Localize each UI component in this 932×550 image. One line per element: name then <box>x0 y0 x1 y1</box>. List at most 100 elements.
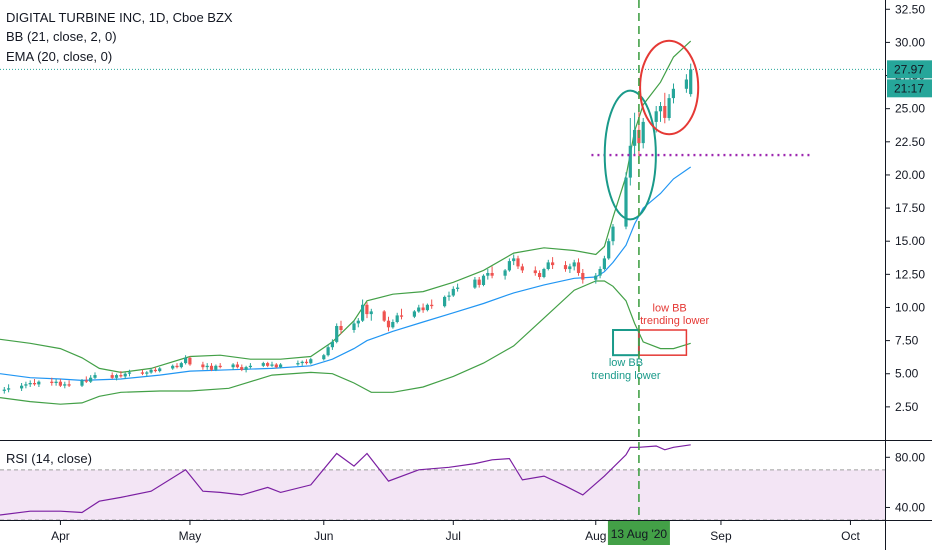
candle[interactable] <box>516 255 520 269</box>
candle[interactable] <box>80 379 84 387</box>
candle[interactable] <box>240 364 244 372</box>
candle[interactable] <box>261 361 265 368</box>
candle[interactable] <box>218 363 222 369</box>
candle[interactable] <box>89 375 93 383</box>
candle[interactable] <box>110 372 114 379</box>
candle[interactable] <box>296 360 300 366</box>
candle[interactable] <box>274 363 278 369</box>
candle[interactable] <box>119 371 123 378</box>
candle[interactable] <box>568 263 572 273</box>
candle[interactable] <box>37 380 41 387</box>
candle[interactable] <box>149 368 153 374</box>
candle[interactable] <box>641 118 645 149</box>
candle[interactable] <box>503 269 507 280</box>
candle[interactable] <box>421 303 425 313</box>
candle[interactable] <box>572 259 576 271</box>
candle[interactable] <box>542 267 546 279</box>
candle[interactable] <box>2 387 6 394</box>
candle[interactable] <box>473 277 477 289</box>
candle[interactable] <box>84 376 88 383</box>
candle[interactable] <box>477 277 481 288</box>
candle[interactable] <box>551 257 555 269</box>
candle[interactable] <box>447 291 451 301</box>
candle[interactable] <box>361 299 365 323</box>
rsi-legend[interactable]: RSI (14, close) <box>6 451 92 466</box>
candle[interactable] <box>598 266 602 279</box>
candle[interactable] <box>624 172 628 230</box>
candle[interactable] <box>304 359 309 365</box>
bb-legend[interactable]: BB (21, close, 2, 0) <box>6 29 117 44</box>
candle[interactable] <box>671 83 675 104</box>
candle[interactable] <box>309 357 313 365</box>
candle[interactable] <box>114 373 119 381</box>
candle[interactable] <box>594 273 598 284</box>
candle[interactable] <box>20 383 24 391</box>
candle[interactable] <box>58 379 62 387</box>
candle[interactable] <box>50 377 54 386</box>
candle[interactable] <box>667 94 671 121</box>
candle[interactable] <box>417 304 421 313</box>
candle[interactable] <box>123 372 127 379</box>
candle[interactable] <box>386 316 391 332</box>
candle[interactable] <box>611 224 615 246</box>
candle[interactable] <box>279 363 283 369</box>
candle[interactable] <box>412 310 416 319</box>
candle[interactable] <box>443 295 447 308</box>
candle[interactable] <box>356 318 360 328</box>
candle[interactable] <box>330 339 334 350</box>
candle[interactable] <box>158 367 162 373</box>
candle[interactable] <box>425 303 429 312</box>
candle[interactable] <box>205 363 209 370</box>
candle[interactable] <box>175 363 179 369</box>
candle[interactable] <box>54 379 58 386</box>
candle[interactable] <box>145 371 149 377</box>
candle[interactable] <box>184 355 188 365</box>
candle[interactable] <box>633 112 637 156</box>
candle[interactable] <box>188 356 192 366</box>
candle[interactable] <box>663 92 667 124</box>
candle[interactable] <box>326 344 330 357</box>
candle[interactable] <box>607 238 611 260</box>
candle[interactable] <box>32 379 37 386</box>
candle[interactable] <box>24 381 28 389</box>
candle[interactable] <box>456 283 460 292</box>
candle[interactable] <box>322 353 326 361</box>
candle[interactable] <box>382 310 386 322</box>
candle[interactable] <box>563 261 568 272</box>
candle[interactable] <box>67 380 71 387</box>
candle[interactable] <box>93 372 97 379</box>
candle[interactable] <box>391 319 395 329</box>
candle[interactable] <box>546 259 550 271</box>
candle[interactable] <box>209 363 214 372</box>
candle[interactable] <box>300 360 304 366</box>
candle[interactable] <box>576 258 581 276</box>
candle[interactable] <box>63 381 67 389</box>
candle[interactable] <box>352 320 356 333</box>
candle[interactable] <box>490 266 494 279</box>
candle[interactable] <box>395 312 399 324</box>
candle[interactable] <box>658 102 663 122</box>
candle[interactable] <box>628 118 632 186</box>
candle[interactable] <box>602 255 606 271</box>
candle[interactable] <box>235 361 239 369</box>
candle[interactable] <box>339 320 343 334</box>
ema-legend[interactable]: EMA (20, close, 0) <box>6 49 113 64</box>
candle[interactable] <box>140 369 144 376</box>
candle[interactable] <box>266 361 270 368</box>
candle[interactable] <box>451 286 455 297</box>
candle[interactable] <box>214 364 218 372</box>
teal-rectangle-annotation[interactable] <box>612 329 640 357</box>
candle[interactable] <box>684 74 688 93</box>
candle[interactable] <box>248 363 252 369</box>
candle[interactable] <box>179 361 183 369</box>
candle[interactable] <box>365 302 369 319</box>
candle[interactable] <box>127 369 132 377</box>
candle[interactable] <box>171 364 175 370</box>
candle[interactable] <box>270 361 274 368</box>
candle[interactable] <box>507 258 511 272</box>
candle[interactable] <box>486 269 490 280</box>
candle[interactable] <box>481 274 486 287</box>
candle[interactable] <box>512 254 516 266</box>
candles[interactable] <box>2 63 693 394</box>
